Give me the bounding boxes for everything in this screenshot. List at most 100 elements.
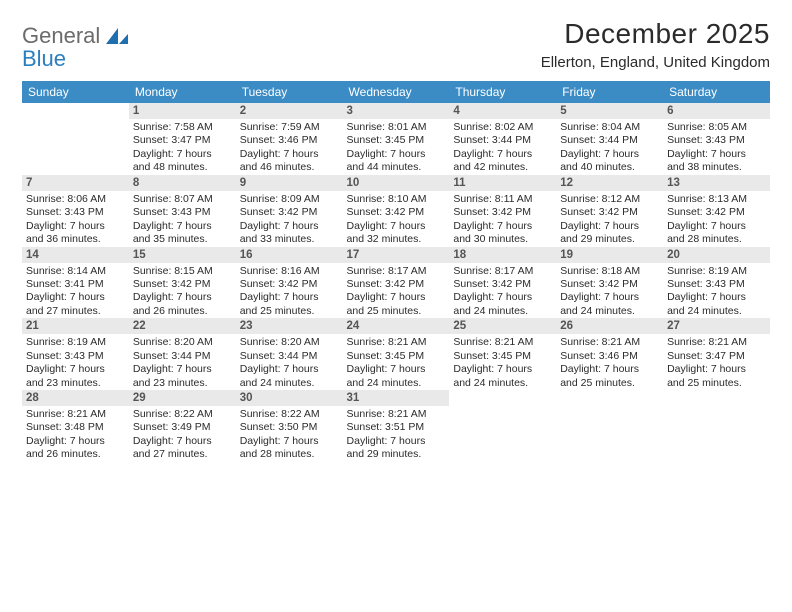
daylight-text: Daylight: 7 hours and 33 minutes. <box>240 220 339 247</box>
sunrise-text: Sunrise: 8:20 AM <box>240 336 339 349</box>
day-facts: Sunrise: 8:01 AMSunset: 3:45 PMDaylight:… <box>343 119 450 175</box>
day-cell: 7Sunrise: 8:06 AMSunset: 3:43 PMDaylight… <box>22 175 129 247</box>
weekday-header: Saturday <box>663 81 770 103</box>
sunset-text: Sunset: 3:42 PM <box>347 278 446 291</box>
day-number: 26 <box>556 318 663 334</box>
day-number: 12 <box>556 175 663 191</box>
day-facts: Sunrise: 7:59 AMSunset: 3:46 PMDaylight:… <box>236 119 343 175</box>
daylight-text: Daylight: 7 hours and 32 minutes. <box>347 220 446 247</box>
sunrise-text: Sunrise: 8:15 AM <box>133 265 232 278</box>
day-number: 21 <box>22 318 129 334</box>
day-facts: Sunrise: 8:19 AMSunset: 3:43 PMDaylight:… <box>22 334 129 390</box>
sunrise-text: Sunrise: 8:16 AM <box>240 265 339 278</box>
sunset-text: Sunset: 3:47 PM <box>133 134 232 147</box>
day-number: 11 <box>449 175 556 191</box>
day-number: 13 <box>663 175 770 191</box>
day-facts: Sunrise: 8:05 AMSunset: 3:43 PMDaylight:… <box>663 119 770 175</box>
sunset-text: Sunset: 3:42 PM <box>560 278 659 291</box>
sunrise-text: Sunrise: 8:12 AM <box>560 193 659 206</box>
daylight-text: Daylight: 7 hours and 29 minutes. <box>347 435 446 462</box>
sunrise-text: Sunrise: 7:58 AM <box>133 121 232 134</box>
week-row: 28Sunrise: 8:21 AMSunset: 3:48 PMDayligh… <box>22 390 770 462</box>
day-cell: 2Sunrise: 7:59 AMSunset: 3:46 PMDaylight… <box>236 103 343 175</box>
day-cell: 31Sunrise: 8:21 AMSunset: 3:51 PMDayligh… <box>343 390 450 462</box>
daylight-text: Daylight: 7 hours and 27 minutes. <box>26 291 125 318</box>
daylight-text: Daylight: 7 hours and 23 minutes. <box>133 363 232 390</box>
day-number: 15 <box>129 247 236 263</box>
day-cell <box>663 390 770 462</box>
sunset-text: Sunset: 3:51 PM <box>347 421 446 434</box>
day-facts: Sunrise: 8:07 AMSunset: 3:43 PMDaylight:… <box>129 191 236 247</box>
sunrise-text: Sunrise: 8:21 AM <box>667 336 766 349</box>
sunrise-text: Sunrise: 8:21 AM <box>347 408 446 421</box>
day-number: 30 <box>236 390 343 406</box>
sunset-text: Sunset: 3:45 PM <box>453 350 552 363</box>
day-cell: 15Sunrise: 8:15 AMSunset: 3:42 PMDayligh… <box>129 247 236 319</box>
sunset-text: Sunset: 3:46 PM <box>560 350 659 363</box>
weekday-header: Thursday <box>449 81 556 103</box>
title-block: December 2025 Ellerton, England, United … <box>541 18 770 71</box>
daylight-text: Daylight: 7 hours and 24 minutes. <box>667 291 766 318</box>
daylight-text: Daylight: 7 hours and 38 minutes. <box>667 148 766 175</box>
sunset-text: Sunset: 3:44 PM <box>240 350 339 363</box>
day-cell: 23Sunrise: 8:20 AMSunset: 3:44 PMDayligh… <box>236 318 343 390</box>
logo-text: General Blue <box>22 24 100 70</box>
day-cell: 16Sunrise: 8:16 AMSunset: 3:42 PMDayligh… <box>236 247 343 319</box>
daylight-text: Daylight: 7 hours and 46 minutes. <box>240 148 339 175</box>
page: General Blue December 2025 Ellerton, Eng… <box>0 0 792 462</box>
day-facts: Sunrise: 8:12 AMSunset: 3:42 PMDaylight:… <box>556 191 663 247</box>
month-title: December 2025 <box>541 18 770 50</box>
day-number: 14 <box>22 247 129 263</box>
day-facts: Sunrise: 8:15 AMSunset: 3:42 PMDaylight:… <box>129 263 236 319</box>
brand-logo: General Blue <box>22 18 130 70</box>
day-number: 6 <box>663 103 770 119</box>
daylight-text: Daylight: 7 hours and 36 minutes. <box>26 220 125 247</box>
day-facts: Sunrise: 8:21 AMSunset: 3:46 PMDaylight:… <box>556 334 663 390</box>
day-cell: 17Sunrise: 8:17 AMSunset: 3:42 PMDayligh… <box>343 247 450 319</box>
day-number: 4 <box>449 103 556 119</box>
day-facts: Sunrise: 8:19 AMSunset: 3:43 PMDaylight:… <box>663 263 770 319</box>
day-number: 27 <box>663 318 770 334</box>
sunrise-text: Sunrise: 8:02 AM <box>453 121 552 134</box>
day-facts: Sunrise: 8:11 AMSunset: 3:42 PMDaylight:… <box>449 191 556 247</box>
sunset-text: Sunset: 3:45 PM <box>347 134 446 147</box>
day-number: 25 <box>449 318 556 334</box>
sunset-text: Sunset: 3:44 PM <box>453 134 552 147</box>
sunset-text: Sunset: 3:47 PM <box>667 350 766 363</box>
day-cell: 11Sunrise: 8:11 AMSunset: 3:42 PMDayligh… <box>449 175 556 247</box>
day-facts: Sunrise: 8:17 AMSunset: 3:42 PMDaylight:… <box>449 263 556 319</box>
day-cell: 22Sunrise: 8:20 AMSunset: 3:44 PMDayligh… <box>129 318 236 390</box>
day-number <box>449 390 556 394</box>
sunset-text: Sunset: 3:42 PM <box>667 206 766 219</box>
daylight-text: Daylight: 7 hours and 24 minutes. <box>560 291 659 318</box>
day-facts: Sunrise: 8:18 AMSunset: 3:42 PMDaylight:… <box>556 263 663 319</box>
sunset-text: Sunset: 3:41 PM <box>26 278 125 291</box>
day-cell: 13Sunrise: 8:13 AMSunset: 3:42 PMDayligh… <box>663 175 770 247</box>
daylight-text: Daylight: 7 hours and 24 minutes. <box>453 291 552 318</box>
sunrise-text: Sunrise: 8:21 AM <box>26 408 125 421</box>
daylight-text: Daylight: 7 hours and 23 minutes. <box>26 363 125 390</box>
sunrise-text: Sunrise: 7:59 AM <box>240 121 339 134</box>
day-facts: Sunrise: 8:16 AMSunset: 3:42 PMDaylight:… <box>236 263 343 319</box>
sunset-text: Sunset: 3:48 PM <box>26 421 125 434</box>
sunrise-text: Sunrise: 8:10 AM <box>347 193 446 206</box>
sunrise-text: Sunrise: 8:11 AM <box>453 193 552 206</box>
sunset-text: Sunset: 3:43 PM <box>667 278 766 291</box>
day-cell: 20Sunrise: 8:19 AMSunset: 3:43 PMDayligh… <box>663 247 770 319</box>
day-cell: 25Sunrise: 8:21 AMSunset: 3:45 PMDayligh… <box>449 318 556 390</box>
week-row: 21Sunrise: 8:19 AMSunset: 3:43 PMDayligh… <box>22 318 770 390</box>
sunrise-text: Sunrise: 8:13 AM <box>667 193 766 206</box>
sunset-text: Sunset: 3:42 PM <box>133 278 232 291</box>
day-cell: 5Sunrise: 8:04 AMSunset: 3:44 PMDaylight… <box>556 103 663 175</box>
day-number: 18 <box>449 247 556 263</box>
sunrise-text: Sunrise: 8:18 AM <box>560 265 659 278</box>
sunrise-text: Sunrise: 8:19 AM <box>26 336 125 349</box>
location-subtitle: Ellerton, England, United Kingdom <box>541 54 770 71</box>
sunset-text: Sunset: 3:44 PM <box>560 134 659 147</box>
day-cell: 18Sunrise: 8:17 AMSunset: 3:42 PMDayligh… <box>449 247 556 319</box>
week-row: 14Sunrise: 8:14 AMSunset: 3:41 PMDayligh… <box>22 247 770 319</box>
sunset-text: Sunset: 3:42 PM <box>240 278 339 291</box>
day-cell: 27Sunrise: 8:21 AMSunset: 3:47 PMDayligh… <box>663 318 770 390</box>
day-number: 28 <box>22 390 129 406</box>
daylight-text: Daylight: 7 hours and 48 minutes. <box>133 148 232 175</box>
